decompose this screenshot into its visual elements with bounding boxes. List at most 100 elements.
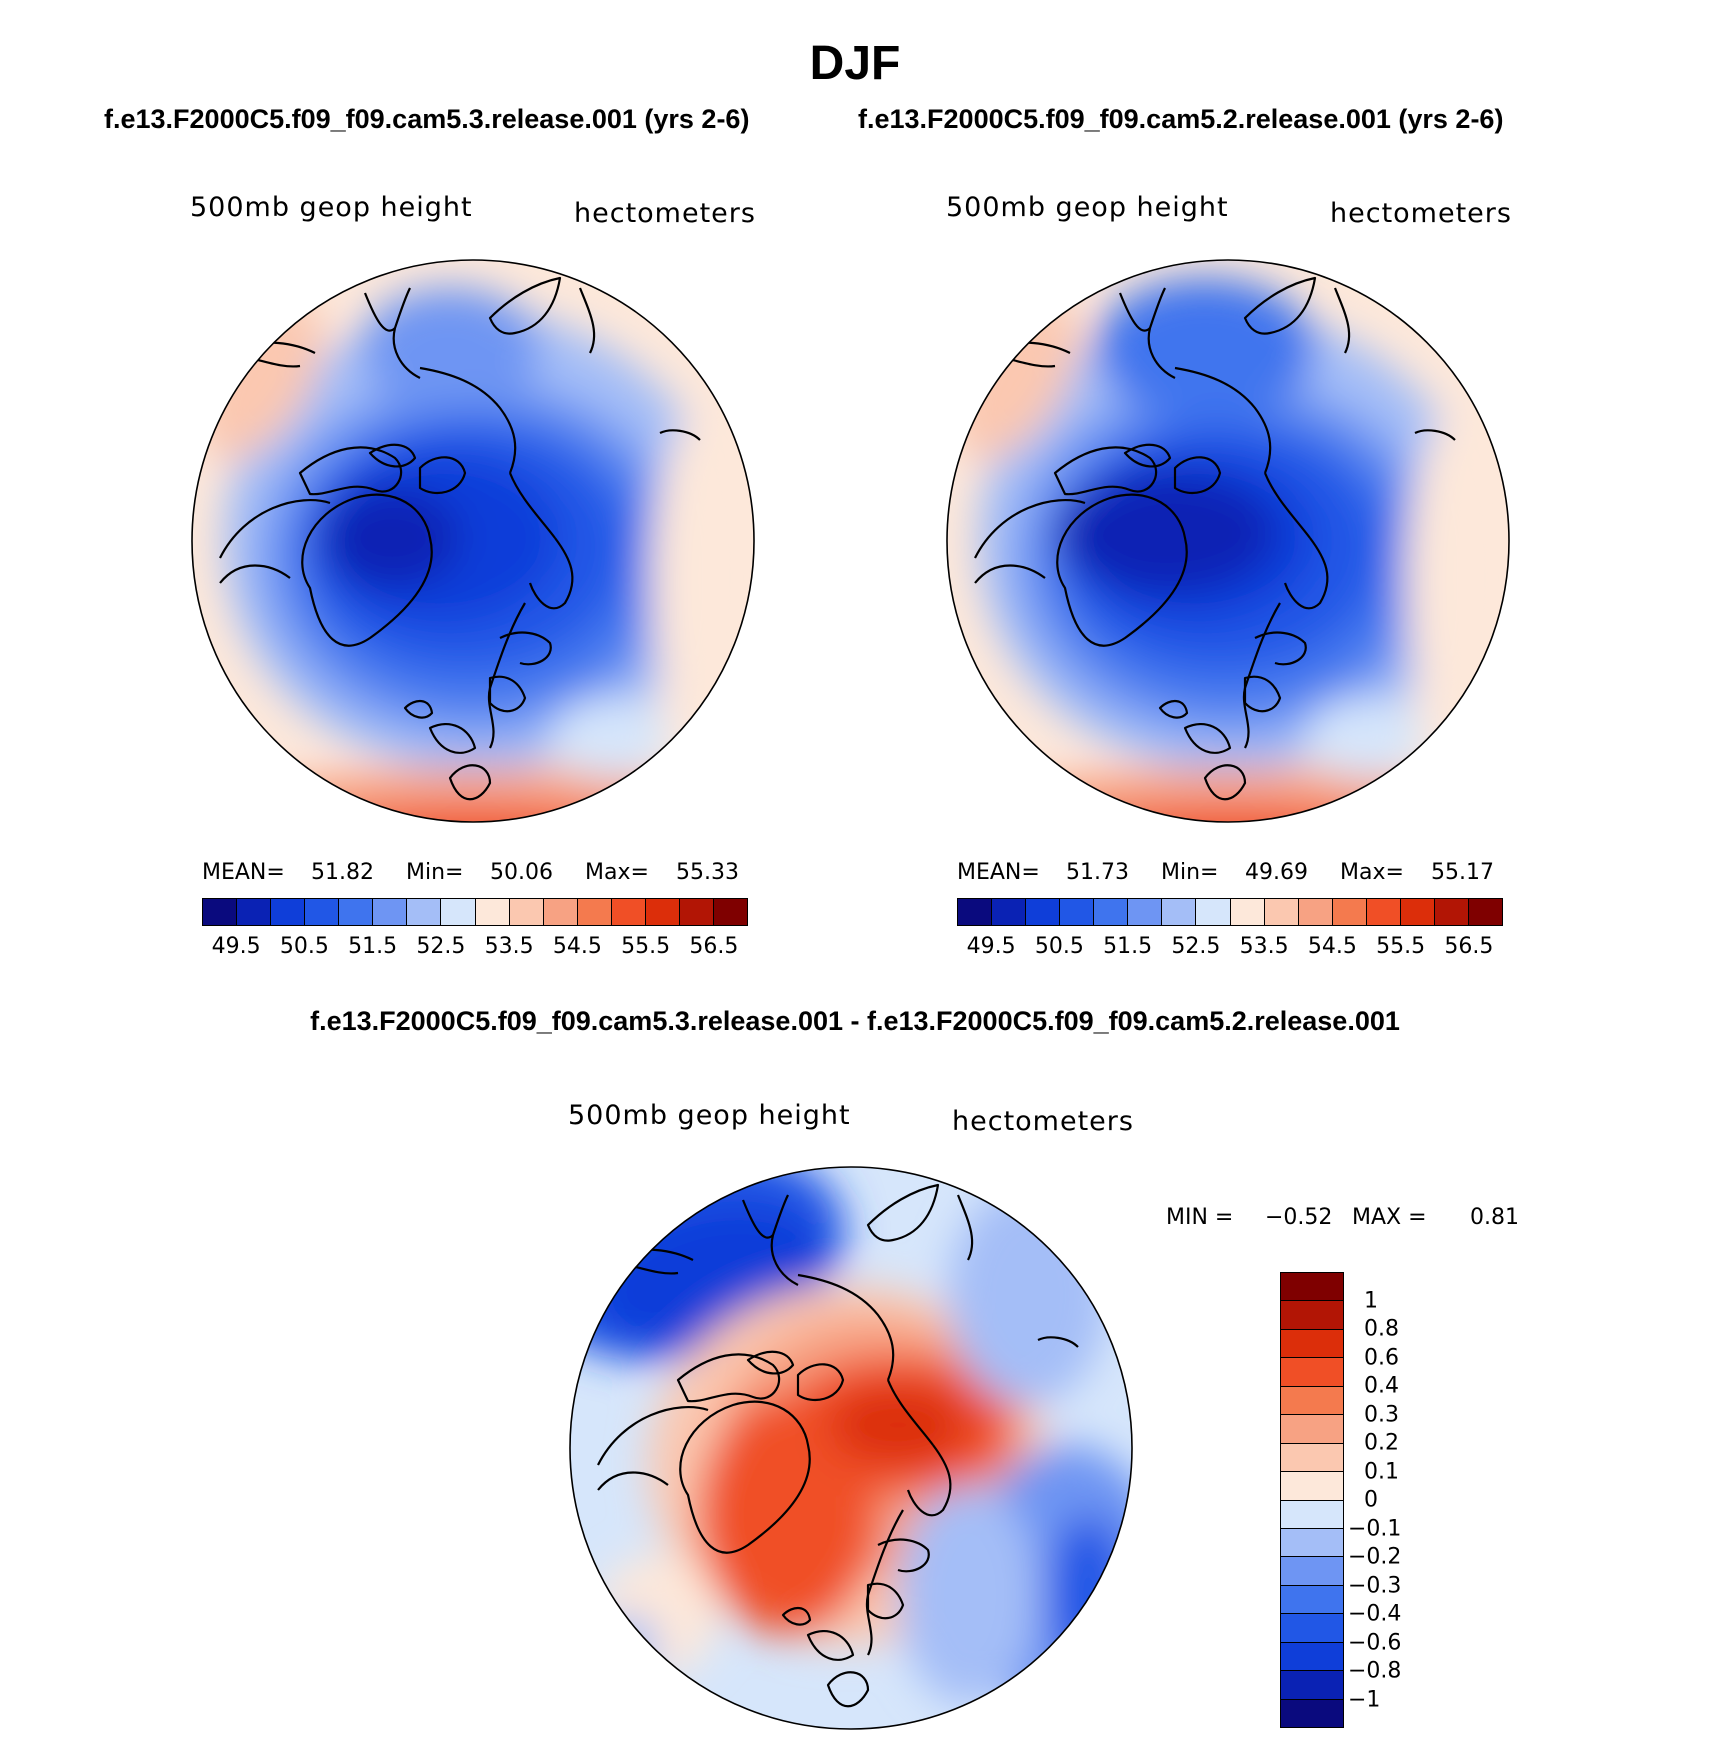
colorbar-swatch	[237, 899, 272, 925]
coastline-segment	[488, 675, 527, 713]
coastline-segment	[1254, 631, 1307, 666]
colorbar-tick-label: 54.5	[552, 934, 602, 959]
colorbar-swatch	[1281, 1415, 1343, 1444]
polar-map-left	[191, 259, 755, 823]
coastline-segment	[403, 700, 434, 719]
contour-region	[948, 1185, 1108, 1405]
colorbar-tick-label: 50.5	[279, 934, 329, 959]
colorbar-swatch	[1281, 1472, 1343, 1501]
min-label-right: Min=	[1161, 860, 1219, 885]
coastline-segment	[597, 1406, 709, 1491]
max-value-left: 55.33	[676, 860, 739, 885]
colorbar-tick-label: 0.3	[1364, 1402, 1399, 1427]
colorbar-swatch	[1281, 1642, 1343, 1672]
polar-map-right	[946, 259, 1510, 823]
colorbar-swatch	[475, 899, 510, 925]
colorbar-tick-label: 52.5	[1171, 934, 1221, 959]
colorbar-tick-label: 56.5	[689, 934, 739, 959]
coastline-segment	[419, 366, 556, 539]
units-label-left: hectometers	[574, 198, 756, 229]
colorbar-tick-label: 55.5	[621, 934, 671, 959]
coastline-segment	[1414, 429, 1456, 441]
contour-region	[598, 1615, 658, 1675]
coastline-segment	[363, 287, 421, 379]
max-label-left: Max=	[585, 860, 649, 885]
contour-region	[320, 488, 460, 588]
colorbar-swatch	[1468, 899, 1502, 925]
contour-region	[650, 418, 750, 738]
max-value-right: 55.17	[1431, 860, 1494, 885]
colorbar-tick-label: 55.5	[1376, 934, 1426, 959]
page-title: DJF	[809, 37, 901, 90]
colorbar-swatch	[1281, 1358, 1343, 1387]
contour-region	[360, 288, 540, 408]
colorbar-swatch	[203, 899, 238, 925]
coastline-segment	[578, 287, 596, 354]
map-boundary	[946, 259, 1510, 823]
coastline-segment	[746, 1350, 795, 1375]
colorbar-tick-label: 0	[1364, 1487, 1378, 1513]
coastline-segment	[797, 1273, 934, 1446]
coastline-segment	[448, 764, 492, 801]
contour-region	[898, 1485, 1038, 1705]
coastline-segment	[806, 1630, 855, 1661]
coastline-segment	[1118, 287, 1176, 379]
coastline-segment	[826, 1671, 870, 1708]
coastline-segment	[796, 1363, 845, 1402]
colorbar-swatch	[1281, 1614, 1343, 1643]
min-value-left: 50.06	[490, 860, 553, 885]
coastline-segment	[1283, 537, 1329, 610]
colorbar-swatch	[1366, 899, 1401, 925]
colorbar-tick-label: 56.5	[1444, 934, 1494, 959]
colorbar-swatch	[1281, 1500, 1343, 1529]
colorbar-tick-label: 0.4	[1364, 1373, 1399, 1399]
coastline-segment	[368, 443, 417, 468]
colorbar-right	[957, 898, 1503, 926]
colorbar-swatch	[1281, 1443, 1343, 1473]
coastline-segment	[866, 1183, 940, 1242]
colorbar-swatch	[1264, 899, 1299, 925]
colorbar-swatch	[1281, 1671, 1343, 1700]
coastline-segment	[1173, 456, 1222, 495]
diff-min-value: −0.52	[1265, 1205, 1333, 1230]
diff-title: f.e13.F2000C5.f09_f09.cam5.3.release.001…	[310, 1006, 1400, 1036]
units-label-right: hectometers	[1330, 198, 1512, 229]
coastline-segment	[1053, 446, 1158, 496]
coastline-segment	[1183, 723, 1232, 754]
colorbar-tick-label: 0.6	[1364, 1345, 1399, 1370]
colorbar-tick-label: 50.5	[1034, 934, 1084, 959]
coastline-segment	[298, 446, 403, 496]
mean-value-left: 51.82	[311, 860, 374, 885]
coastline-segment	[428, 723, 477, 754]
colorbar-swatch	[373, 899, 408, 925]
contour-region	[1095, 278, 1315, 418]
contour-region	[598, 1555, 718, 1675]
coastline-segment	[1056, 493, 1188, 647]
contour-region	[1405, 418, 1505, 738]
case-title-right: f.e13.F2000C5.f09_f09.cam5.2.release.001…	[858, 104, 1504, 134]
colorbar-swatch	[1281, 1528, 1343, 1558]
colorbar-swatch	[509, 899, 544, 925]
colorbar-tick-label: −0.6	[1348, 1630, 1402, 1655]
coastline-segment	[906, 1444, 952, 1517]
colorbar-swatch	[1281, 1386, 1343, 1416]
colorbar-tick-label: 0.8	[1364, 1316, 1399, 1342]
coastline-segment	[741, 1194, 799, 1286]
coastline-segment	[1243, 675, 1282, 713]
colorbar-tick-label: 49.5	[211, 934, 261, 959]
coastline-segment	[679, 1400, 811, 1554]
mean-label-right: MEAN=	[957, 860, 1040, 885]
coastline-segment	[974, 499, 1086, 584]
colorbar-left	[202, 898, 748, 926]
coastline-segment	[1158, 700, 1189, 719]
colorbar-swatch	[1281, 1301, 1343, 1330]
colorbar-swatch	[1094, 899, 1129, 925]
colorbar-swatch	[1196, 899, 1231, 925]
mean-label-left: MEAN=	[202, 860, 285, 885]
colorbar-swatch	[1281, 1699, 1343, 1727]
coastline-segment	[1123, 443, 1172, 468]
diff-max-value: 0.81	[1470, 1205, 1519, 1230]
max-label-right: Max=	[1340, 860, 1404, 885]
colorbar-swatch	[1230, 899, 1265, 925]
contour-region	[1055, 473, 1275, 593]
